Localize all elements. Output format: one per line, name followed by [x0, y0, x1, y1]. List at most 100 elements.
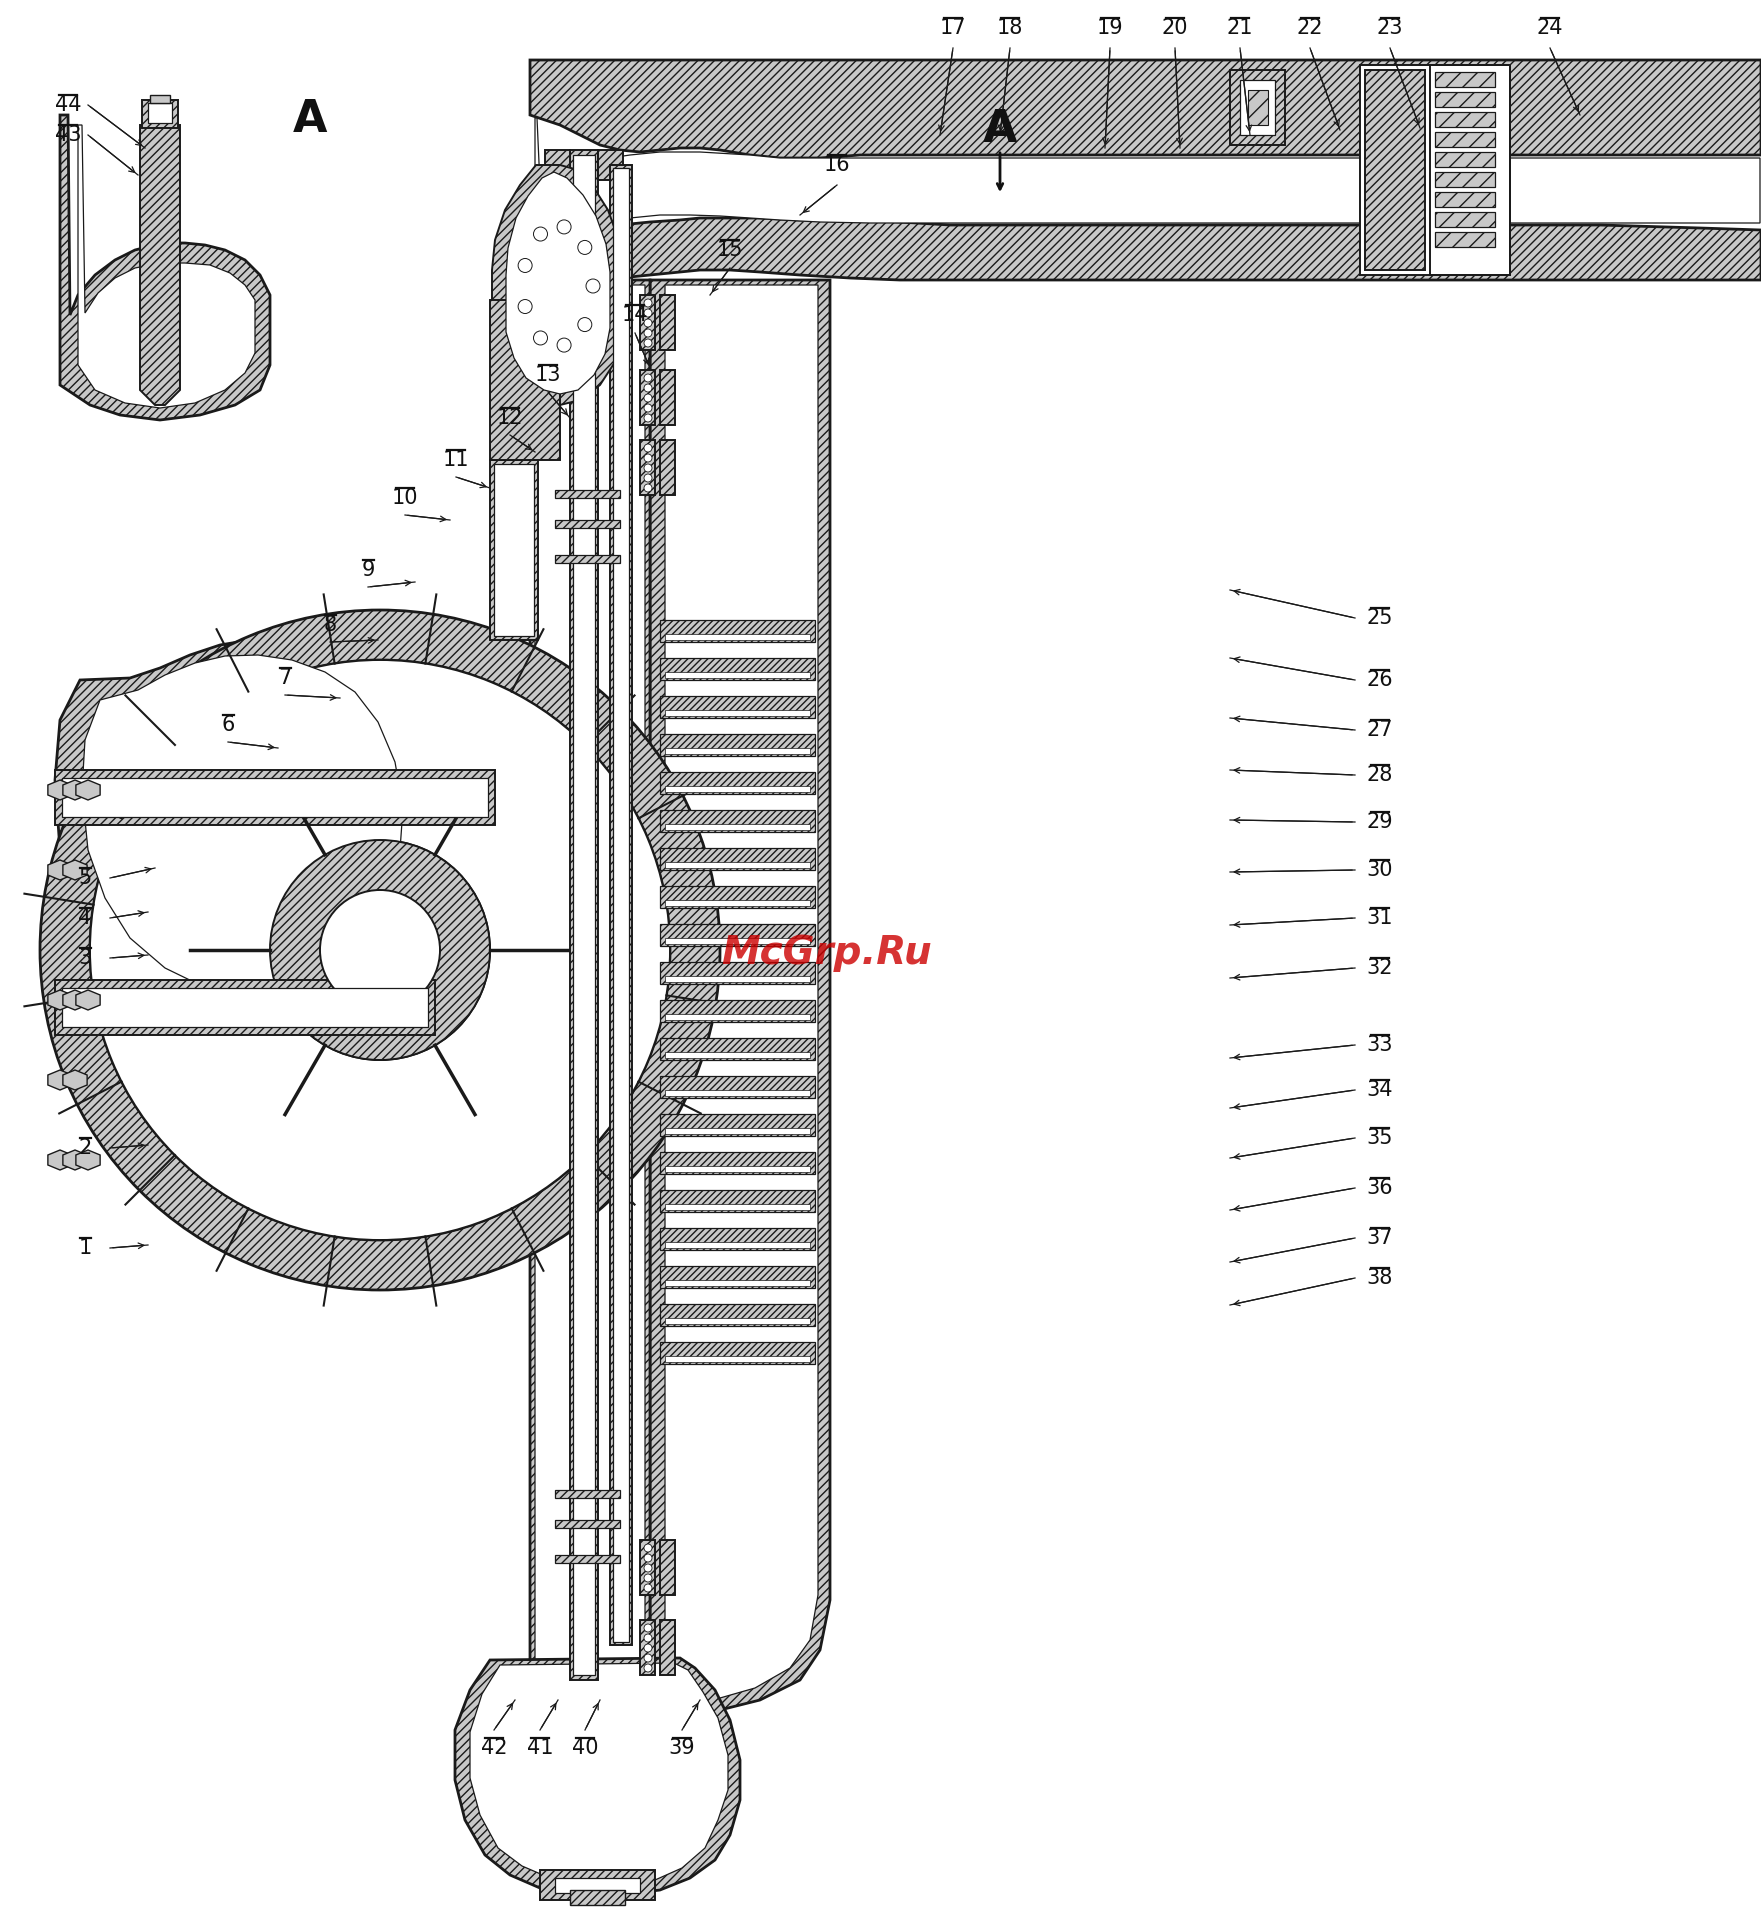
Polygon shape	[48, 860, 72, 879]
Bar	[666, 824, 810, 830]
Bar	[555, 1489, 620, 1499]
Bar	[666, 748, 810, 753]
Polygon shape	[63, 780, 86, 801]
Bar	[1435, 132, 1495, 147]
Circle shape	[645, 395, 652, 402]
Bar	[660, 441, 674, 496]
Bar	[150, 95, 171, 103]
Circle shape	[321, 891, 440, 1011]
Bar	[62, 778, 488, 816]
Polygon shape	[77, 126, 255, 408]
Bar	[660, 370, 674, 425]
Text: 40: 40	[572, 1737, 599, 1758]
Circle shape	[556, 219, 571, 235]
Circle shape	[645, 318, 652, 326]
Text: 23: 23	[1377, 17, 1404, 38]
Bar	[660, 1304, 815, 1325]
Bar	[666, 976, 810, 982]
Bar	[639, 296, 655, 351]
Circle shape	[645, 309, 652, 317]
Bar	[555, 555, 620, 563]
Bar	[660, 772, 815, 793]
Bar	[666, 1241, 810, 1247]
Bar	[495, 463, 534, 637]
Polygon shape	[48, 1150, 72, 1171]
Bar	[660, 620, 815, 643]
Bar	[1430, 65, 1509, 275]
Text: 32: 32	[1367, 957, 1393, 978]
Bar	[666, 1203, 810, 1211]
Text: 27: 27	[1367, 721, 1393, 740]
Polygon shape	[530, 217, 1761, 280]
Circle shape	[586, 278, 601, 294]
Bar	[660, 1190, 815, 1213]
Text: 13: 13	[535, 364, 562, 385]
Circle shape	[645, 444, 652, 452]
Bar	[1435, 113, 1495, 128]
Polygon shape	[535, 284, 645, 1699]
Bar	[666, 633, 810, 641]
Bar	[660, 887, 815, 908]
Circle shape	[518, 299, 532, 313]
Circle shape	[534, 227, 548, 240]
Bar	[660, 1076, 815, 1098]
Polygon shape	[60, 114, 269, 420]
Polygon shape	[666, 284, 819, 1697]
Bar	[660, 810, 815, 831]
Polygon shape	[83, 654, 403, 992]
Bar	[571, 1890, 625, 1905]
Circle shape	[645, 414, 652, 421]
Circle shape	[645, 463, 652, 473]
Polygon shape	[76, 780, 100, 801]
Circle shape	[645, 1554, 652, 1562]
Bar	[599, 151, 623, 179]
Circle shape	[518, 259, 532, 273]
Circle shape	[645, 1573, 652, 1583]
Circle shape	[645, 339, 652, 347]
Circle shape	[645, 1665, 652, 1672]
Circle shape	[645, 1653, 652, 1663]
Text: 9: 9	[361, 561, 375, 580]
Circle shape	[645, 1585, 652, 1592]
Bar	[555, 1878, 639, 1894]
Text: 2: 2	[79, 1138, 92, 1158]
Circle shape	[645, 1545, 652, 1552]
Circle shape	[645, 1564, 652, 1571]
Polygon shape	[454, 1657, 740, 1896]
Text: 10: 10	[391, 488, 419, 507]
Bar	[660, 1152, 815, 1175]
Text: 1: 1	[79, 1238, 92, 1259]
Text: 30: 30	[1367, 860, 1393, 879]
Bar	[660, 696, 815, 719]
Bar	[666, 938, 810, 944]
Text: 38: 38	[1367, 1268, 1393, 1287]
Text: 41: 41	[527, 1737, 553, 1758]
Polygon shape	[530, 280, 650, 1711]
Bar	[1435, 212, 1495, 227]
Text: 15: 15	[717, 240, 743, 259]
Circle shape	[645, 475, 652, 482]
Text: 26: 26	[1367, 669, 1393, 690]
Bar	[1359, 65, 1509, 275]
Bar	[571, 151, 599, 1680]
Bar	[555, 490, 620, 498]
Circle shape	[645, 454, 652, 461]
Circle shape	[645, 484, 652, 492]
Bar	[666, 1318, 810, 1323]
Polygon shape	[76, 990, 100, 1011]
Bar	[660, 1228, 815, 1249]
Text: 37: 37	[1367, 1228, 1393, 1247]
Circle shape	[645, 383, 652, 393]
Polygon shape	[76, 1150, 100, 1171]
Bar	[1240, 80, 1275, 135]
Text: 8: 8	[324, 614, 336, 635]
Text: 21: 21	[1227, 17, 1254, 38]
Polygon shape	[141, 126, 180, 404]
Bar	[660, 296, 674, 351]
Bar	[544, 151, 571, 179]
Text: 36: 36	[1367, 1179, 1393, 1198]
Text: A: A	[292, 99, 328, 141]
Bar	[660, 849, 815, 870]
Text: 34: 34	[1367, 1079, 1393, 1100]
Bar	[613, 168, 629, 1642]
